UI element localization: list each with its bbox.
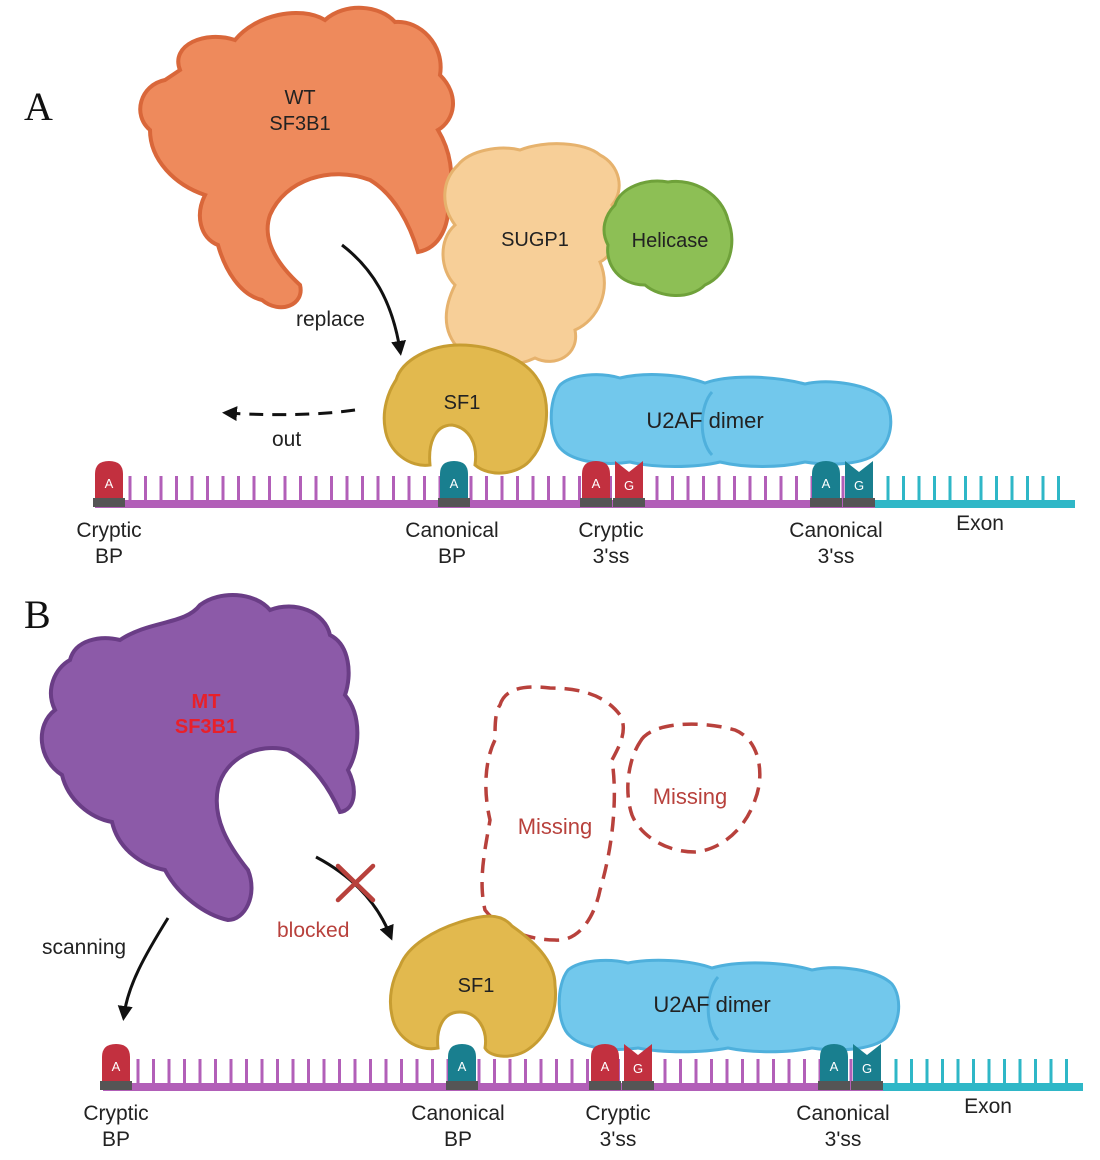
canonical-3ss-pins-b: A G <box>818 1044 883 1090</box>
svg-text:A: A <box>822 476 831 491</box>
panel-a: A WT SF3B1 SUGP1 Helicase U2AF dimer SF1 <box>24 5 1075 568</box>
missing-label-2: Missing <box>653 784 728 809</box>
svg-text:A: A <box>458 1059 467 1074</box>
panel-a-letter: A <box>24 84 53 129</box>
mt-sf3b1-label-line1: MT <box>192 691 221 713</box>
canonical-bp-pin-a: A <box>438 461 470 507</box>
canonical-bp-pin-b: A <box>446 1044 478 1090</box>
panel-b: B MT SF3B1 Missing Missing U2AF dimer SF… <box>24 592 1083 1151</box>
cryptic-bp-pin-b: A <box>100 1044 132 1090</box>
intron-backbone-b <box>103 1083 883 1091</box>
wt-sf3b1-protein: WT SF3B1 <box>138 5 455 310</box>
sf1-label-b: SF1 <box>458 975 495 997</box>
exon-teeth-a <box>886 476 1060 502</box>
canonical-bp-label-a-line1: Canonical <box>405 519 498 542</box>
cryptic-3ss-label-a-line2: 3'ss <box>593 545 630 568</box>
cryptic-3ss-label-b-line1: Cryptic <box>585 1102 650 1125</box>
missing-label-1: Missing <box>518 814 593 839</box>
blocked-x-icon <box>335 863 376 903</box>
helicase-protein: Helicase <box>602 179 734 297</box>
out-arrow <box>222 406 356 422</box>
cryptic-3ss-pins-a: A G <box>580 461 645 507</box>
mt-sf3b1-label-line2: SF3B1 <box>175 716 237 738</box>
intron-teeth-a <box>128 476 860 502</box>
missing-helicase-outline: Missing <box>626 722 762 854</box>
canonical-3ss-pins-a: A G <box>810 461 875 507</box>
cryptic-bp-label-b-line1: Cryptic <box>83 1102 148 1125</box>
scanning-label: scanning <box>42 936 126 959</box>
svg-text:A: A <box>112 1059 121 1074</box>
intron-backbone-a <box>95 500 875 508</box>
svg-text:A: A <box>592 476 601 491</box>
canonical-3ss-label-a-line2: 3'ss <box>818 545 855 568</box>
replace-arrow <box>341 243 406 356</box>
svg-text:G: G <box>854 478 864 493</box>
canonical-3ss-label-b-line2: 3'ss <box>825 1128 862 1151</box>
svg-text:A: A <box>601 1059 610 1074</box>
exon-teeth-b <box>894 1059 1068 1085</box>
canonical-3ss-label-b-line1: Canonical <box>796 1102 889 1125</box>
svg-text:A: A <box>450 476 459 491</box>
replace-label: replace <box>296 308 365 331</box>
cryptic-3ss-label-b-line2: 3'ss <box>600 1128 637 1151</box>
wt-sf3b1-label-line2: SF3B1 <box>269 113 330 135</box>
rna-strand-a <box>95 476 1075 508</box>
svg-text:A: A <box>105 476 114 491</box>
scanning-arrow <box>117 917 170 1021</box>
svg-text:G: G <box>624 478 634 493</box>
cryptic-bp-label-b-line2: BP <box>102 1128 130 1151</box>
sf1-protein-a: SF1 <box>382 343 549 475</box>
canonical-3ss-label-a-line1: Canonical <box>789 519 882 542</box>
u2af-label-a: U2AF dimer <box>646 408 763 433</box>
sf1-protein-b: SF1 <box>388 914 558 1058</box>
mt-sf3b1-protein: MT SF3B1 <box>39 593 360 923</box>
exon-backbone-a <box>875 500 1075 508</box>
u2af-dimer-b: U2AF dimer <box>557 958 901 1054</box>
blocked-label: blocked <box>277 919 349 942</box>
out-label: out <box>272 428 301 451</box>
canonical-bp-label-b-line2: BP <box>444 1128 472 1151</box>
u2af-label-b: U2AF dimer <box>653 992 770 1017</box>
wt-sf3b1-label-line1: WT <box>284 87 315 109</box>
cryptic-3ss-label-a-line1: Cryptic <box>578 519 643 542</box>
panel-b-letter: B <box>24 592 51 637</box>
sugp1-label: SUGP1 <box>501 229 569 251</box>
u2af-dimer-a: U2AF dimer <box>549 373 893 468</box>
svg-text:G: G <box>633 1061 643 1076</box>
intron-teeth-b <box>136 1059 868 1085</box>
exon-backbone-b <box>883 1083 1083 1091</box>
canonical-bp-label-b-line1: Canonical <box>411 1102 504 1125</box>
canonical-bp-label-a-line2: BP <box>438 545 466 568</box>
missing-sugp1-outline: Missing <box>480 685 625 942</box>
exon-label-b: Exon <box>964 1095 1012 1118</box>
sugp1-protein: SUGP1 <box>441 142 621 367</box>
svg-text:G: G <box>862 1061 872 1076</box>
sf1-label-a: SF1 <box>444 392 481 414</box>
cryptic-bp-label-a-line2: BP <box>95 545 123 568</box>
svg-text:A: A <box>830 1059 839 1074</box>
cryptic-bp-pin-a: A <box>93 461 125 507</box>
cryptic-3ss-pins-b: A G <box>589 1044 654 1090</box>
helicase-label: Helicase <box>632 230 709 252</box>
exon-label-a: Exon <box>956 512 1004 535</box>
cryptic-bp-label-a-line1: Cryptic <box>76 519 141 542</box>
